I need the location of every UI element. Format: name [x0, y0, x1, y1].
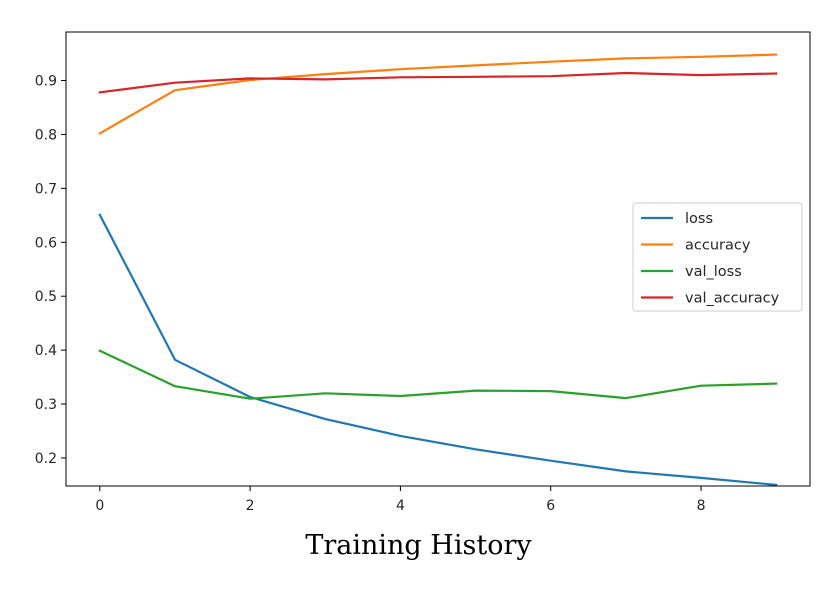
series-line-loss: [98, 213, 778, 487]
x-tick-label: 2: [246, 498, 255, 514]
y-tick-label: 0.5: [35, 289, 57, 305]
y-tick-label: 0.7: [35, 181, 57, 197]
y-tick-label: 0.8: [35, 127, 57, 143]
legend-label: val_loss: [685, 264, 742, 280]
legend-box: [632, 202, 803, 312]
line-chart: 0 2 4 6 8 0.2 0.3 0.4 0.5 0.6 0.7 0.8 0.9 loss accur…: [35, 31, 811, 514]
x-tick-label: 0: [95, 498, 104, 514]
legend-label: val_accuracy: [685, 291, 780, 307]
x-tick-label: 6: [546, 498, 555, 514]
legend-label: loss: [685, 211, 713, 227]
series-line-accuracy: [98, 53, 778, 135]
series-line-val-loss: [98, 349, 778, 400]
y-tick-label: 0.2: [35, 451, 57, 467]
axes-frame: [65, 31, 811, 487]
y-tick-label: 0.9: [35, 74, 57, 90]
legend-label: accuracy: [685, 238, 751, 254]
figure-caption: Training History: [305, 530, 532, 561]
y-tick-label: 0.6: [35, 235, 57, 251]
x-tick-label: 8: [697, 498, 706, 514]
series-line-val-accuracy: [98, 71, 778, 94]
x-tick-label: 4: [396, 498, 405, 514]
y-tick-label: 0.4: [35, 343, 57, 359]
legend: loss accuracy val_loss val_accuracy: [632, 202, 803, 312]
y-tick-label: 0.3: [35, 397, 57, 413]
